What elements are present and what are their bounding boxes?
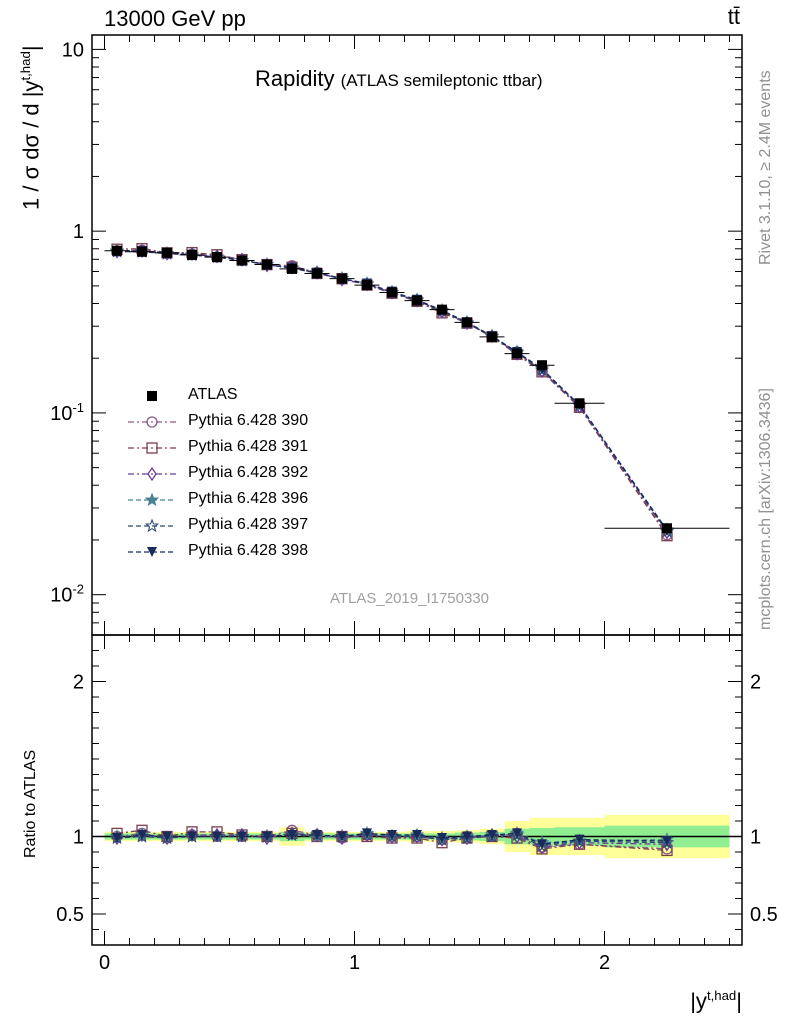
data-point [237,255,247,266]
y-tick-label-bottom-right: 0.5 [750,904,778,926]
x-tick-label: 1 [349,952,360,974]
legend-marker [147,466,157,482]
chart-title-main: Rapidity [255,66,335,91]
y-tick-label-top: 10-2 [50,582,84,607]
mc-point-ratio [362,828,372,839]
mc-point-ratio [537,839,547,850]
legend-label: Pythia 6.428 398 [188,542,309,559]
mc-point-ratio [574,834,585,845]
legend-label: Pythia 6.428 397 [188,516,309,533]
rivet-version-text: Rivet 3.1.10, ≥ 2.4M events [757,70,774,265]
x-tick-label: 0 [99,952,110,974]
mc-point-ratio [312,829,322,840]
legend-marker [144,518,160,533]
data-point [112,245,122,256]
data-point [137,246,147,257]
data-point [287,263,297,274]
mc-point-ratio [387,829,397,840]
legend-label: Pythia 6.428 392 [188,464,309,481]
x-axis-label: |yt,had| [690,988,742,1014]
legend-marker [144,492,160,507]
data-point [337,273,347,284]
data-point [212,252,222,263]
legend-marker [146,442,158,454]
analysis-watermark: ATLAS_2019_I1750330 [330,590,490,607]
mc-point-ratio [462,831,472,842]
data-point [412,295,422,306]
mc-point-ratio [112,833,122,844]
data-point [662,523,672,534]
mc-point-ratio [512,828,522,839]
y-tick-label-bottom: 1 [73,827,84,849]
energy-label: 13000 GeV pp [104,6,246,31]
data-point [387,287,397,298]
mc-point-ratio [662,836,672,847]
data-point [187,249,197,260]
chart-title-sub: (ATLAS semileptonic ttbar) [340,71,543,90]
y-tick-label-top: 10 [62,39,84,61]
process-label: tt̄ [727,4,740,29]
data-point [162,247,172,258]
data-point [262,259,272,270]
legend-label: ATLAS [188,386,238,403]
mc-point-ratio [162,831,172,842]
mc-point-ratio [187,831,197,842]
bottom-panel-frame [91,634,743,946]
data-point [437,304,447,315]
y-axis-label-top: 1 / σ dσ / d |yt,had| [18,45,44,210]
chart-title: Rapidity (ATLAS semileptonic ttbar) [255,66,542,92]
x-tick-label: 2 [599,952,610,974]
data-point [512,348,522,359]
data-point [487,331,497,342]
mcplots-reference-text: mcplots.cern.ch [arXiv:1306.3436] [757,388,774,630]
data-point [462,317,472,328]
mc-line-ratio [116,832,668,845]
data-point [312,268,322,279]
mc-point-ratio [437,833,447,844]
mc-point-ratio [487,829,497,840]
mc-point-ratio [212,831,222,842]
y-tick-label-bottom-right: 2 [750,672,761,694]
mc-point-ratio [287,829,297,840]
y-tick-label-bottom-right: 1 [750,827,761,849]
legend-label: Pythia 6.428 391 [188,438,309,455]
mc-point-ratio [337,831,347,842]
y-tick-label-top: 10-1 [50,400,84,425]
y-axis-label-bottom: Ratio to ATLAS [22,749,39,858]
mc-line-ratio [116,834,668,847]
mc-point-ratio [262,831,272,842]
data-point [362,280,372,291]
legend-label: Pythia 6.428 396 [188,490,309,507]
y-tick-label-bottom: 2 [73,672,84,694]
legend-marker [147,547,157,557]
y-tick-label-top: 1 [73,221,84,243]
data-point [574,398,585,409]
legend-label: Pythia 6.428 390 [188,412,309,429]
mc-point-ratio [412,829,422,840]
legend-marker [146,416,158,428]
mc-point-ratio [137,829,147,840]
legend-marker [147,391,157,401]
y-tick-label-bottom: 0.5 [56,904,84,926]
data-point [537,360,547,371]
mc-point-ratio [237,831,247,842]
